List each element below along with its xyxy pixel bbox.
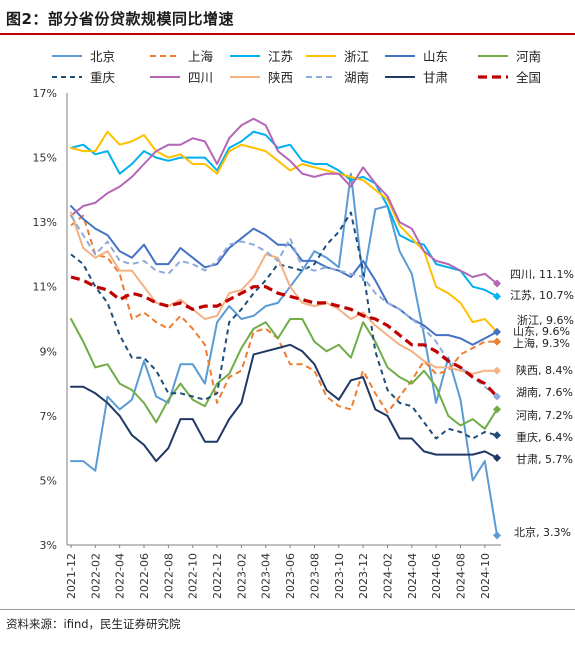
legend-label: 浙江 [344, 49, 369, 64]
end-marker [493, 327, 501, 336]
legend-label: 山东 [423, 49, 448, 64]
end-label: 重庆, 6.4% [516, 430, 573, 444]
series-line [70, 211, 498, 375]
series-line [70, 172, 498, 537]
y-tick-label: 5% [40, 474, 57, 487]
end-label: 湖南, 7.6% [516, 386, 573, 399]
legend-label: 全国 [516, 70, 541, 85]
end-marker [493, 405, 501, 414]
y-tick-label: 13% [33, 216, 57, 229]
x-tick-label: 2023-04 [260, 553, 273, 599]
end-label: 甘肃, 5.7% [516, 453, 573, 466]
x-tick-label: 2024-08 [454, 553, 467, 599]
source-note: 资料来源：ifind，民生证券研究院 [6, 617, 181, 631]
series-line [70, 275, 499, 398]
end-marker [493, 366, 501, 375]
x-tick-label: 2022-04 [114, 553, 127, 599]
end-label: 江苏, 10.7% [510, 289, 574, 302]
legend-label: 重庆 [90, 70, 116, 85]
chart-title: 图2：部分省份贷款规模同比增速 [6, 10, 234, 28]
y-tick-label: 15% [33, 152, 57, 165]
legend-label: 上海 [188, 49, 214, 64]
x-tick-label: 2024-06 [430, 553, 443, 599]
end-marker [493, 279, 501, 288]
end-label: 四川, 11.1% [510, 268, 574, 281]
x-tick-label: 2023-10 [333, 553, 346, 599]
legend-label: 甘肃 [423, 70, 448, 85]
end-label: 陕西, 8.4% [516, 363, 573, 377]
legend-label: 湖南 [344, 70, 369, 85]
y-tick-label: 9% [40, 345, 57, 358]
x-tick-label: 2022-06 [138, 553, 151, 599]
end-label: 山东, 9.6% [513, 325, 570, 338]
end-marker [493, 531, 501, 540]
series-line [70, 343, 498, 463]
end-marker [493, 292, 501, 301]
x-tick-label: 2021-12 [65, 553, 78, 599]
legend-label: 北京 [90, 49, 115, 64]
x-tick-label: 2023-02 [235, 553, 248, 599]
title-divider [0, 33, 575, 35]
end-marker [493, 431, 501, 440]
x-tick-label: 2023-12 [357, 553, 370, 599]
x-tick-label: 2024-04 [406, 553, 419, 599]
x-tick-label: 2023-08 [308, 553, 321, 599]
y-tick-label: 7% [40, 410, 57, 423]
y-tick-label: 3% [40, 539, 57, 552]
series-line [70, 130, 498, 333]
legend-label: 江苏 [268, 49, 293, 64]
end-marker [493, 337, 501, 346]
end-marker [493, 453, 501, 462]
y-tick-label: 17% [33, 87, 57, 100]
end-label: 北京, 3.3% [514, 525, 571, 539]
end-label: 浙江, 9.6% [517, 314, 574, 327]
end-label: 河南, 7.2% [516, 409, 573, 422]
series-line [70, 205, 498, 346]
series-line [70, 130, 498, 298]
end-marker [493, 392, 501, 401]
x-tick-label: 2023-06 [284, 553, 297, 599]
line-chart: 3% 5% 7% 9% 11% 13% 15% 17% 2021-12 2022-02 2022-0… [33, 49, 574, 599]
x-tick-label: 2022-10 [187, 553, 200, 599]
y-tick-label: 11% [33, 281, 57, 294]
source-divider [0, 609, 575, 610]
legend-label: 四川 [188, 70, 213, 85]
x-tick-label: 2022-08 [162, 553, 175, 599]
legend-label: 河南 [516, 49, 541, 64]
series-line [70, 117, 498, 285]
series-line [70, 318, 498, 430]
series-line [70, 211, 498, 440]
x-tick-label: 2024-02 [381, 553, 394, 599]
x-tick-label: 2024-10 [479, 553, 492, 599]
x-tick-label: 2022-02 [89, 553, 102, 599]
x-tick-label: 2022-12 [211, 553, 224, 599]
end-label: 上海, 9.3% [513, 336, 570, 350]
legend-label: 陕西 [268, 70, 293, 85]
